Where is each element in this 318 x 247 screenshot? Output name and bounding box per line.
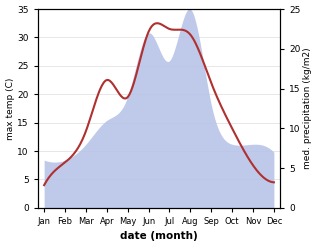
Y-axis label: max temp (C): max temp (C) bbox=[5, 77, 15, 140]
Y-axis label: med. precipitation (kg/m2): med. precipitation (kg/m2) bbox=[303, 48, 313, 169]
X-axis label: date (month): date (month) bbox=[120, 231, 198, 242]
